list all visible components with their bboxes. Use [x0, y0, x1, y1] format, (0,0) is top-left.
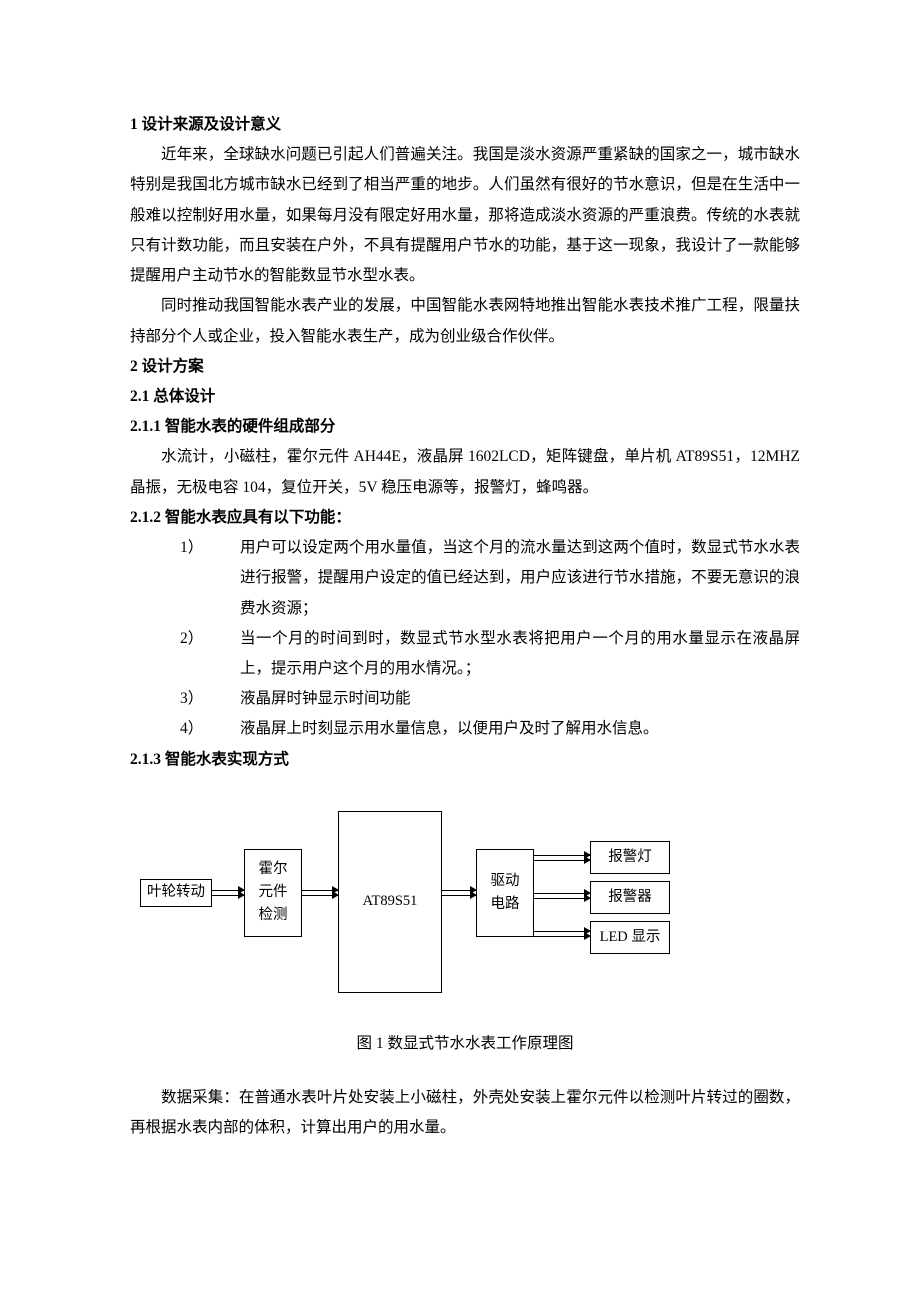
- diagram-output-node: LED 显示: [590, 921, 670, 954]
- block-diagram: 叶轮转动 霍尔 元件 检测 AT89S51 驱动 电路 报警灯报警器 LED 显示: [140, 801, 680, 1001]
- list-item: 1） 用户可以设定两个用水量值，当这个月的流水量达到这两个值时，数显式节水水表进…: [180, 533, 800, 624]
- diagram-output-stack: 报警灯报警器 LED 显示: [590, 841, 670, 955]
- list-item-body: 液晶屏上时刻显示用水量信息，以便用户及时了解用水信息。: [240, 714, 800, 744]
- diagram-node: AT89S51: [338, 811, 442, 993]
- heading-2-1-2: 2.1.2 智能水表应具有以下功能：: [130, 503, 800, 533]
- diagram-output-node: 报警器: [590, 881, 670, 914]
- paragraph-components: 水流计，小磁柱，霍尔元件 AH44E，液晶屏 1602LCD，矩阵键盘，单片机 …: [130, 442, 800, 502]
- list-item-body: 用户可以设定两个用水量值，当这个月的流水量达到这两个值时，数显式节水水表进行报警…: [240, 533, 800, 624]
- list-item-num: 4）: [180, 714, 240, 744]
- list-item-num: 3）: [180, 684, 240, 714]
- diagram-output-node: 报警灯: [590, 841, 670, 874]
- diagram-node: 霍尔 元件 检测: [244, 849, 302, 937]
- document-body: 1 设计来源及设计意义 近年来，全球缺水问题已引起人们普遍关注。我国是淡水资源严…: [130, 110, 800, 1143]
- feature-list: 1） 用户可以设定两个用水量值，当这个月的流水量达到这两个值时，数显式节水水表进…: [130, 533, 800, 745]
- diagram-arrow: [302, 890, 338, 896]
- paragraph: 近年来，全球缺水问题已引起人们普遍关注。我国是淡水资源严重紧缺的国家之一，城市缺…: [130, 140, 800, 291]
- paragraph: 同时推动我国智能水表产业的发展，中国智能水表网特地推出智能水表技术推广工程，限量…: [130, 291, 800, 351]
- heading-2-1-3: 2.1.3 智能水表实现方式: [130, 745, 800, 775]
- heading-1: 1 设计来源及设计意义: [130, 110, 800, 140]
- list-item-num: 1）: [180, 533, 240, 624]
- diagram-wrap: 叶轮转动 霍尔 元件 检测 AT89S51 驱动 电路 报警灯报警器 LED 显示 图 1…: [130, 801, 800, 1059]
- list-item-num: 2）: [180, 624, 240, 684]
- heading-2-1-1: 2.1.1 智能水表的硬件组成部分: [130, 412, 800, 442]
- list-item: 3） 液晶屏时钟显示时间功能: [180, 684, 800, 714]
- list-item: 4） 液晶屏上时刻显示用水量信息，以便用户及时了解用水信息。: [180, 714, 800, 744]
- heading-2: 2 设计方案: [130, 352, 800, 382]
- paragraph-data-collect: 数据采集：在普通水表叶片处安装上小磁柱，外壳处安装上霍尔元件以检测叶片转过的圈数…: [130, 1083, 800, 1143]
- list-item-body: 当一个月的时间到时，数显式节水型水表将把用户一个月的用水量显示在液晶屏上，提示用…: [240, 624, 800, 684]
- diagram-arrow: [442, 890, 476, 896]
- diagram-node: 驱动 电路: [476, 849, 534, 937]
- list-item: 2） 当一个月的时间到时，数显式节水型水表将把用户一个月的用水量显示在液晶屏上，…: [180, 624, 800, 684]
- diagram-node: 叶轮转动: [140, 879, 212, 907]
- diagram-arrow: [212, 890, 244, 896]
- list-item-body: 液晶屏时钟显示时间功能: [240, 684, 800, 714]
- figure-caption: 图 1 数显式节水水表工作原理图: [130, 1029, 800, 1059]
- diagram-arrow: [534, 931, 590, 937]
- diagram-arrow: [534, 855, 590, 861]
- diagram-arrow: [534, 893, 590, 899]
- heading-2-1: 2.1 总体设计: [130, 382, 800, 412]
